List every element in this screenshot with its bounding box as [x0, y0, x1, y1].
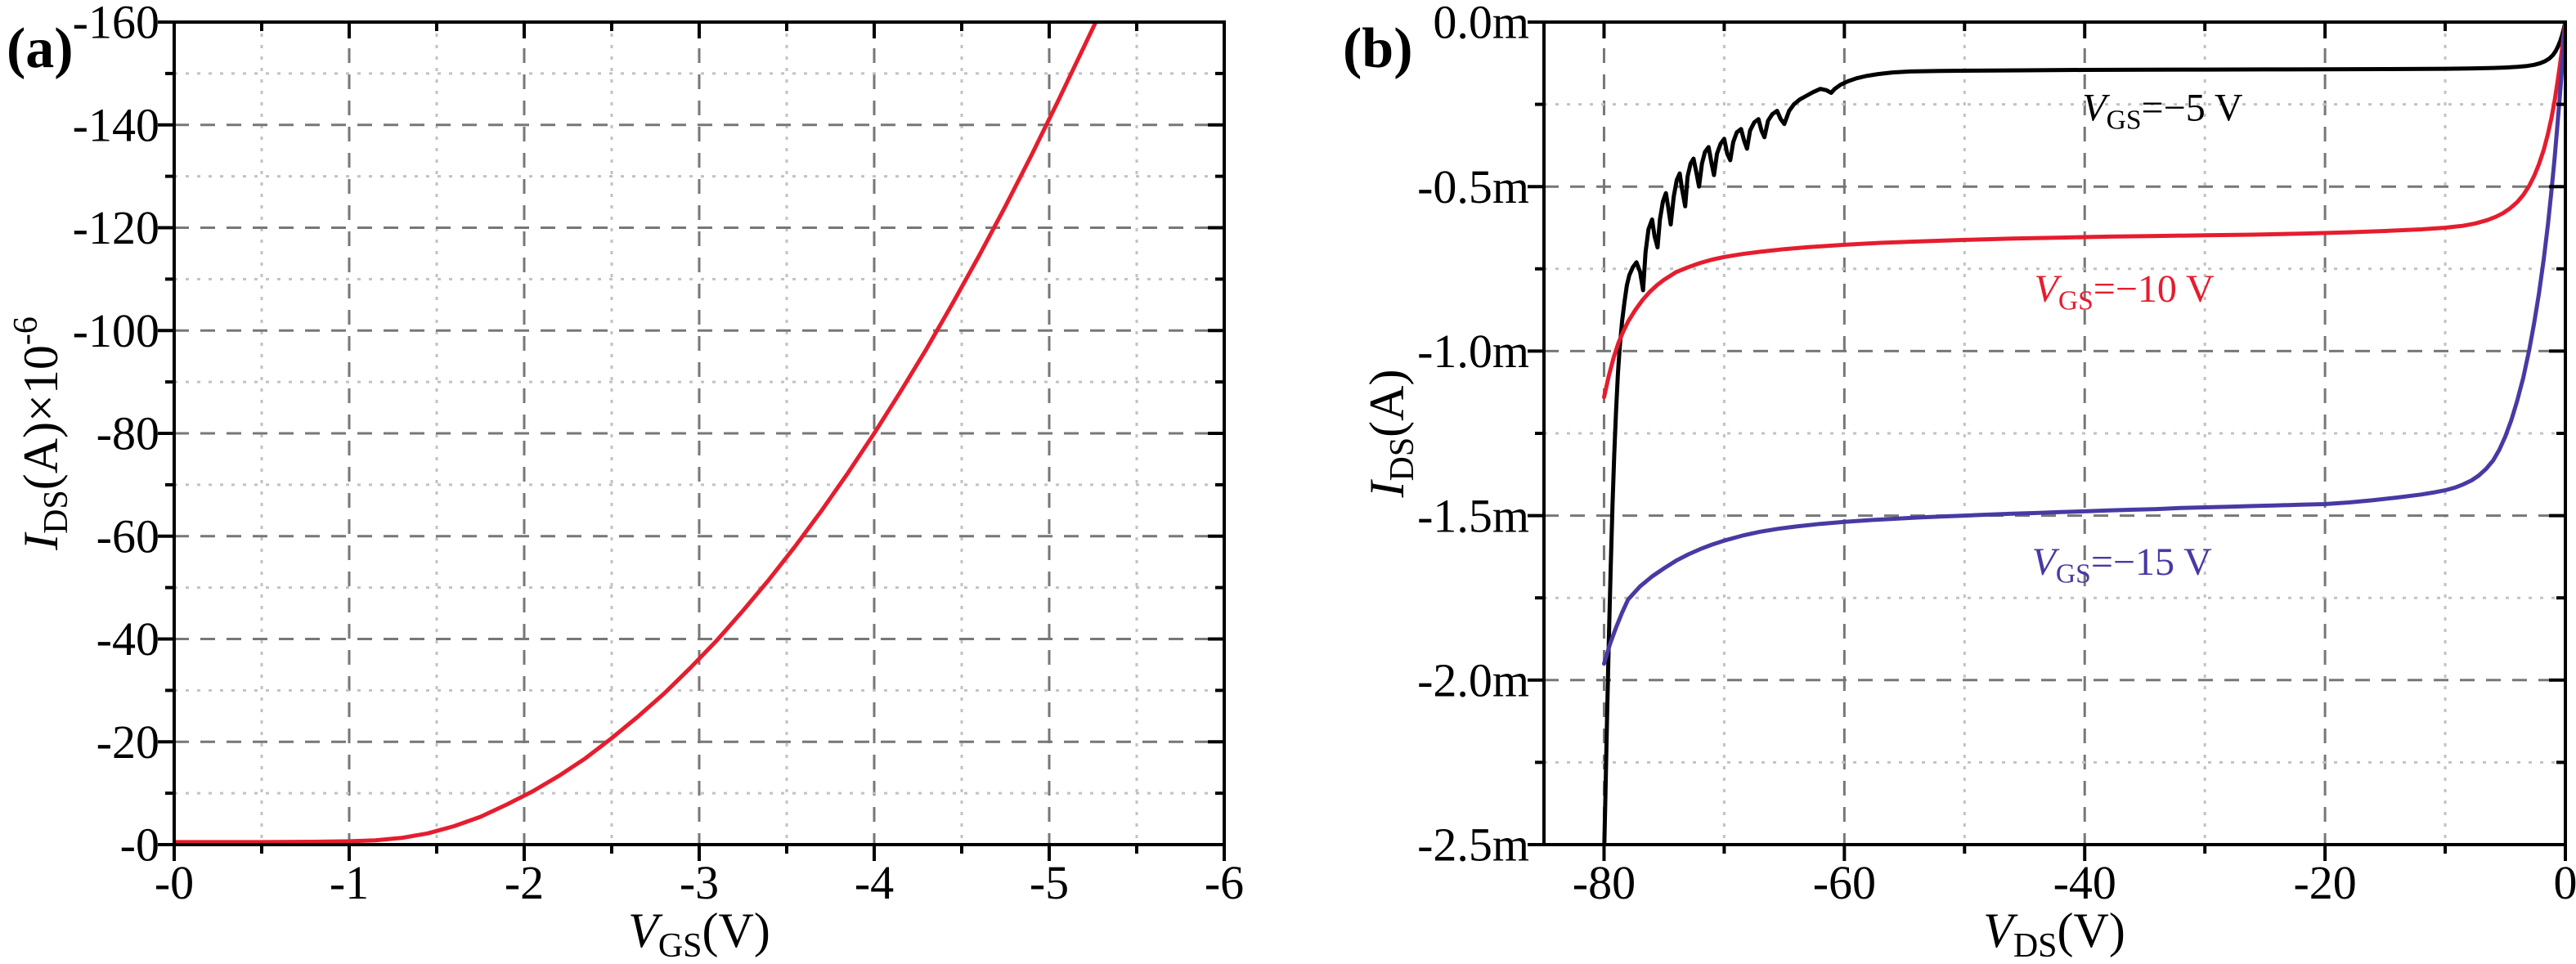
- y-tick-label: -80: [96, 407, 159, 460]
- y-tick-label: -0: [120, 818, 159, 872]
- curve-label-vgs-minus15: VGS=−15 V: [2032, 540, 2213, 590]
- x-tick-label: -3: [680, 856, 719, 909]
- panel-a: -0 -1 -2 -3 -4 -5 -6 -0 -20 -40 -60 -80 -100 -120 -140…: [7, 0, 1244, 964]
- curve-output-vgs-minus5: [1602, 22, 2565, 845]
- curve-output-vgs-minus15: [1602, 22, 2565, 666]
- plot-frame-b: [1542, 20, 2567, 846]
- x-tick-label: -4: [855, 856, 894, 909]
- y-tick-label: -0.5m: [1417, 160, 1529, 213]
- x-axis-title-a: VGS(V): [628, 903, 770, 964]
- x-tick-label: -80: [1573, 856, 1636, 909]
- y-tick-label: -160: [73, 0, 159, 49]
- y-tick-label: -1.0m: [1417, 325, 1529, 378]
- curve-label-vgs-minus10: VGS=−10 V: [2035, 267, 2215, 316]
- y-tick-label: -20: [96, 715, 159, 769]
- x-tick-label: -2: [505, 856, 544, 909]
- x-tick-label: -6: [1205, 856, 1244, 909]
- y-axis-title-b: IDS(A): [1360, 370, 1421, 499]
- x-tick-label: -20: [2293, 856, 2356, 909]
- x-tick-label: 0: [2554, 856, 2576, 909]
- y-axis-title-a: IDS(A)×10-6: [7, 316, 75, 551]
- panel-tag-a: (a): [7, 17, 74, 80]
- y-tick-label: -100: [73, 304, 159, 357]
- curve-label-vgs-minus5: VGS=−5 V: [2082, 87, 2243, 136]
- y-tick-label: -2.0m: [1417, 654, 1529, 707]
- y-tick-label: -40: [96, 612, 159, 666]
- y-tick-label: -60: [96, 509, 159, 563]
- x-tick-label: -1: [330, 856, 369, 909]
- y-tick-label: -120: [73, 201, 159, 254]
- panel-b: -80 -60 -40 -20 0 0.0m -0.5m -1.0m -1.5m -2.0m -2.…: [1343, 0, 2576, 964]
- y-tick-label: 0.0m: [1433, 0, 1529, 49]
- x-tick-label: -5: [1030, 856, 1069, 909]
- y-tick-label: -1.5m: [1417, 489, 1529, 542]
- curve-output-vgs-minus10: [1602, 22, 2565, 400]
- y-tick-label: -2.5m: [1417, 818, 1529, 872]
- x-tick-label: -40: [2053, 856, 2116, 909]
- x-tick-label: -0: [155, 856, 194, 909]
- curve-transfer-curve: [174, 22, 1098, 845]
- x-axis-title-b: VDS(V): [1983, 903, 2125, 964]
- x-tick-label: -60: [1813, 856, 1876, 909]
- y-tick-label: -140: [73, 98, 159, 151]
- panel-tag-b: (b): [1343, 17, 1413, 80]
